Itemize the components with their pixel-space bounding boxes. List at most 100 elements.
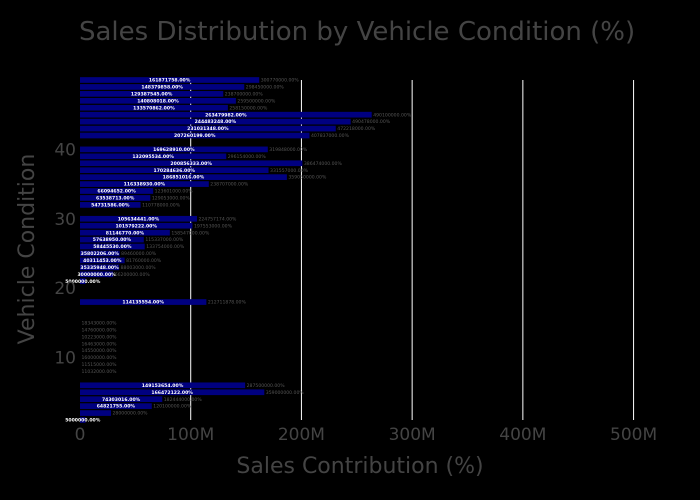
- bar: [80, 243, 145, 250]
- bar-value-label: 64821755.00%: [97, 404, 136, 410]
- bar-outer-label: 10223000.00%: [82, 334, 118, 340]
- bar-outer-label: 212711878.00%: [208, 300, 247, 306]
- bar: [80, 118, 351, 125]
- bar-value-label: 81146770.00%: [106, 230, 145, 236]
- bar: [80, 257, 125, 264]
- bar-outer-label: 129053000.00%: [152, 196, 191, 202]
- bar-outer-label: 490478000.00%: [352, 119, 391, 125]
- bar-outer-label: 120100000.00%: [153, 404, 192, 410]
- y-tick-label: 40: [54, 140, 76, 160]
- bar: [80, 236, 144, 243]
- bar-value-label: 231031348.00%: [187, 126, 229, 132]
- bar-outer-label: 300770000.00%: [261, 78, 300, 84]
- bar: [80, 97, 236, 104]
- bar: [80, 202, 141, 208]
- bar-value-label: 170284636.00%: [154, 168, 196, 174]
- bar: [80, 125, 336, 132]
- bar: [80, 91, 224, 97]
- bar-outer-label: 359050000.00%: [288, 175, 327, 181]
- bar: [80, 84, 245, 90]
- bar-value-label: 54731586.00%: [91, 202, 130, 208]
- bar: [80, 299, 207, 305]
- bar-value-label: 57638950.00%: [93, 237, 132, 243]
- bar-outer-label: 407837000.00%: [311, 133, 350, 139]
- bar-outer-label: 14760000.00%: [82, 327, 118, 333]
- bar-outer-label: 287500000.00%: [247, 383, 286, 389]
- bar: [80, 132, 310, 139]
- bar-value-label: 244483248.00%: [195, 119, 237, 125]
- bar-value-label: 129387545.00%: [131, 91, 173, 97]
- bar-outer-label: 238707000.00%: [210, 182, 249, 188]
- bar-value-label: 132095534.00%: [132, 154, 174, 160]
- bar-outer-label: 197553000.00%: [194, 223, 233, 229]
- bar-value-label: 5000000.00%: [65, 418, 101, 424]
- bar-outer-label: 115337000.00%: [145, 237, 184, 243]
- bar-outer-label: 89460000.00%: [121, 251, 157, 257]
- bar-value-label: 74303016.00%: [102, 397, 141, 403]
- bar-value-label: 186851016.00%: [163, 175, 205, 181]
- chart-title: Sales Distribution by Vehicle Condition …: [79, 17, 635, 47]
- bar-outer-label: 133754000.00%: [146, 244, 185, 250]
- bar: [80, 396, 163, 403]
- bar: [80, 160, 303, 167]
- bar-outer-label: 16463000.00%: [82, 341, 118, 347]
- bar: [80, 271, 114, 278]
- x-axis-ticks: 0 100M 200M 300M 400M 500M: [75, 425, 658, 445]
- bar: [80, 195, 151, 201]
- bar: [80, 146, 268, 153]
- bar-outer-label: 11515000.00%: [82, 362, 118, 368]
- bar-value-label: 35335948.00%: [80, 265, 119, 271]
- bar: [80, 403, 152, 409]
- y-tick-label: 10: [54, 349, 76, 369]
- bar-value-label: 263479982.00%: [205, 112, 247, 118]
- bar-value-label: 105634441.00%: [118, 216, 160, 222]
- bar: [80, 104, 228, 111]
- bar: [80, 215, 197, 222]
- bar: [80, 188, 154, 194]
- bar-outer-label: 224757174.00%: [198, 216, 237, 222]
- bar-value-label: 5000000.00%: [65, 279, 101, 285]
- bar-outer-label: 66200000.00%: [115, 272, 151, 278]
- bar: [80, 278, 86, 285]
- x-tick-label: 500M: [610, 425, 657, 445]
- bar-outer-label: 298450000.00%: [246, 85, 285, 91]
- y-tick-label: 20: [54, 279, 76, 299]
- x-tick-label: 400M: [499, 425, 546, 445]
- bar-labels: 5000000.00% 28000000.00%64821755.00% 12010…: [65, 78, 412, 424]
- bar-value-label: 149153654.00%: [142, 383, 184, 389]
- bar-outer-label: 238700000.00%: [225, 91, 264, 97]
- bar-value-label: 140808018.00%: [137, 98, 179, 104]
- bar-value-label: 116338930.00%: [124, 182, 166, 188]
- bar-outer-label: 110778000.00%: [142, 202, 181, 208]
- x-tick-label: 0: [75, 425, 86, 445]
- bar-value-label: 166472122.00%: [151, 390, 193, 396]
- bar-outer-label: 11032000.00%: [82, 369, 118, 375]
- bar: [80, 153, 227, 160]
- bar-outer-label: 123601000.00%: [155, 189, 194, 195]
- bar-outer-label: 182444000.00%: [164, 397, 203, 403]
- bar: [80, 174, 287, 180]
- bar-outer-label: 28000000.00%: [113, 411, 149, 417]
- bar-outer-label: 490100000.00%: [373, 112, 412, 118]
- x-axis-title: Sales Contribution (%): [236, 454, 483, 479]
- bar: [80, 181, 209, 187]
- bar: [80, 222, 193, 229]
- y-tick-label: 30: [54, 210, 76, 230]
- x-tick-label: 100M: [167, 425, 214, 445]
- bar-outer-label: 319848000.00%: [269, 147, 308, 153]
- bar-outer-label: 88003000.00%: [121, 265, 157, 271]
- bar-outer-label: 18343000.00%: [82, 320, 118, 326]
- bar-value-label: 148379858.00%: [141, 85, 183, 91]
- bar-outer-label: 472218000.00%: [337, 126, 376, 132]
- bar-value-label: 35802206.00%: [81, 251, 120, 257]
- bar: [80, 229, 170, 236]
- y-axis-ticks: 10 20 30 40: [54, 140, 76, 368]
- bar-outer-label: 158547000.00%: [171, 230, 210, 236]
- bar-outer-label: 16000000.00%: [82, 355, 118, 361]
- y-axis-title: Vehicle Condition: [15, 154, 40, 345]
- bar: [80, 382, 246, 389]
- bar-value-label: 66094652.00%: [97, 189, 136, 195]
- bar-value-label: 207260199.00%: [174, 133, 216, 139]
